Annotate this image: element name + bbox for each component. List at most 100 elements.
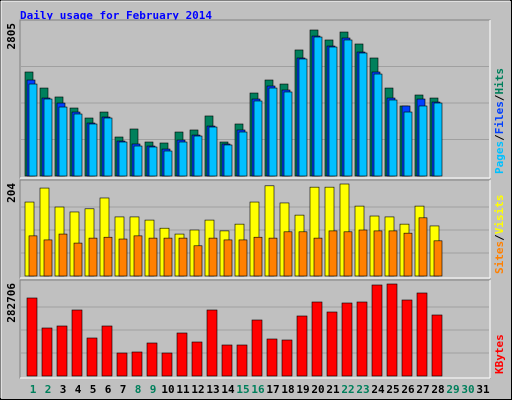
x-tick-label: 22 — [341, 383, 354, 396]
x-tick-label: 10 — [161, 383, 174, 396]
bar — [253, 236, 263, 277]
bar — [163, 150, 173, 177]
bar — [358, 52, 368, 177]
legend-entry: Hits — [493, 68, 506, 95]
bar — [133, 235, 143, 277]
bar — [71, 309, 83, 377]
bar — [193, 245, 203, 277]
bar — [101, 325, 113, 377]
bar — [131, 351, 143, 377]
bar — [26, 297, 38, 377]
x-tick-label: 25 — [386, 383, 399, 396]
bar — [313, 237, 323, 277]
bar — [343, 39, 353, 177]
bar — [103, 117, 113, 177]
x-tick-label: 13 — [206, 383, 219, 396]
bar — [41, 327, 53, 377]
x-tick-label: 4 — [75, 383, 82, 396]
x-tick-label: 19 — [296, 383, 309, 396]
legend: Pages/Files/Hits — [493, 68, 506, 174]
bar — [388, 99, 398, 177]
bar — [73, 242, 83, 277]
bar — [403, 232, 413, 277]
x-tick-label: 18 — [281, 383, 294, 396]
x-tick-label: 24 — [371, 383, 385, 396]
bar — [133, 145, 143, 177]
x-tick-label: 9 — [150, 383, 157, 396]
bar — [236, 344, 248, 377]
bar — [148, 237, 158, 277]
bar — [43, 239, 53, 277]
bar — [178, 141, 188, 177]
bar — [343, 231, 353, 277]
bar — [103, 236, 113, 277]
bar — [43, 98, 53, 177]
bar — [118, 141, 128, 177]
bar — [238, 131, 248, 177]
bar — [268, 237, 278, 277]
bar — [433, 240, 443, 277]
x-tick-label: 15 — [236, 383, 249, 396]
bar — [341, 302, 353, 377]
bar — [311, 301, 323, 377]
x-tick-label: 30 — [461, 383, 474, 396]
legend-entry: KBytes — [493, 334, 506, 374]
bar — [238, 239, 248, 277]
bar — [221, 344, 233, 377]
x-tick-label: 17 — [266, 383, 279, 396]
bar — [206, 309, 218, 377]
x-tick-label: 5 — [90, 383, 97, 396]
bar — [251, 319, 263, 377]
bar — [223, 239, 233, 277]
legend-entry: Files — [493, 101, 506, 134]
x-tick-label: 14 — [221, 383, 235, 396]
bar — [73, 113, 83, 177]
bar — [58, 106, 68, 177]
x-tick-label: 7 — [120, 383, 127, 396]
x-tick-label: 29 — [446, 383, 459, 396]
x-tick-label: 31 — [476, 383, 490, 396]
bar — [28, 83, 38, 177]
legend: Sites/Visits — [493, 195, 506, 275]
bar — [223, 144, 233, 177]
bar — [193, 135, 203, 177]
x-tick-label: 3 — [60, 383, 67, 396]
bar — [416, 292, 428, 377]
bar — [328, 230, 338, 277]
bar — [178, 237, 188, 277]
legend-separator: / — [493, 234, 506, 241]
legend-entry: Pages — [493, 141, 506, 174]
bar — [296, 315, 308, 377]
bar — [208, 126, 218, 177]
bar — [326, 311, 338, 377]
legend-separator: / — [493, 94, 506, 101]
bar — [356, 301, 368, 377]
bar — [371, 284, 383, 377]
bar — [401, 299, 413, 377]
bar — [283, 231, 293, 277]
bar — [86, 337, 98, 377]
x-tick-label: 20 — [311, 383, 324, 396]
bar — [56, 325, 68, 377]
bar — [388, 230, 398, 277]
legend-entry: Sites — [493, 241, 506, 274]
bar — [161, 352, 173, 377]
bar — [418, 105, 428, 177]
bar — [373, 73, 383, 177]
max-label: 204 — [5, 183, 18, 203]
bar — [358, 229, 368, 277]
x-tick-label: 11 — [176, 383, 190, 396]
x-tick-label: 6 — [105, 383, 112, 396]
bar — [88, 123, 98, 177]
bar — [116, 352, 128, 377]
x-tick-label: 16 — [251, 383, 265, 396]
bar — [268, 87, 278, 177]
bar — [418, 217, 428, 277]
bar — [148, 146, 158, 177]
bar — [88, 237, 98, 277]
x-tick-label: 2 — [45, 383, 52, 396]
legend-entry: Visits — [493, 195, 506, 235]
x-tick-label: 28 — [431, 383, 444, 396]
bar — [146, 342, 158, 377]
